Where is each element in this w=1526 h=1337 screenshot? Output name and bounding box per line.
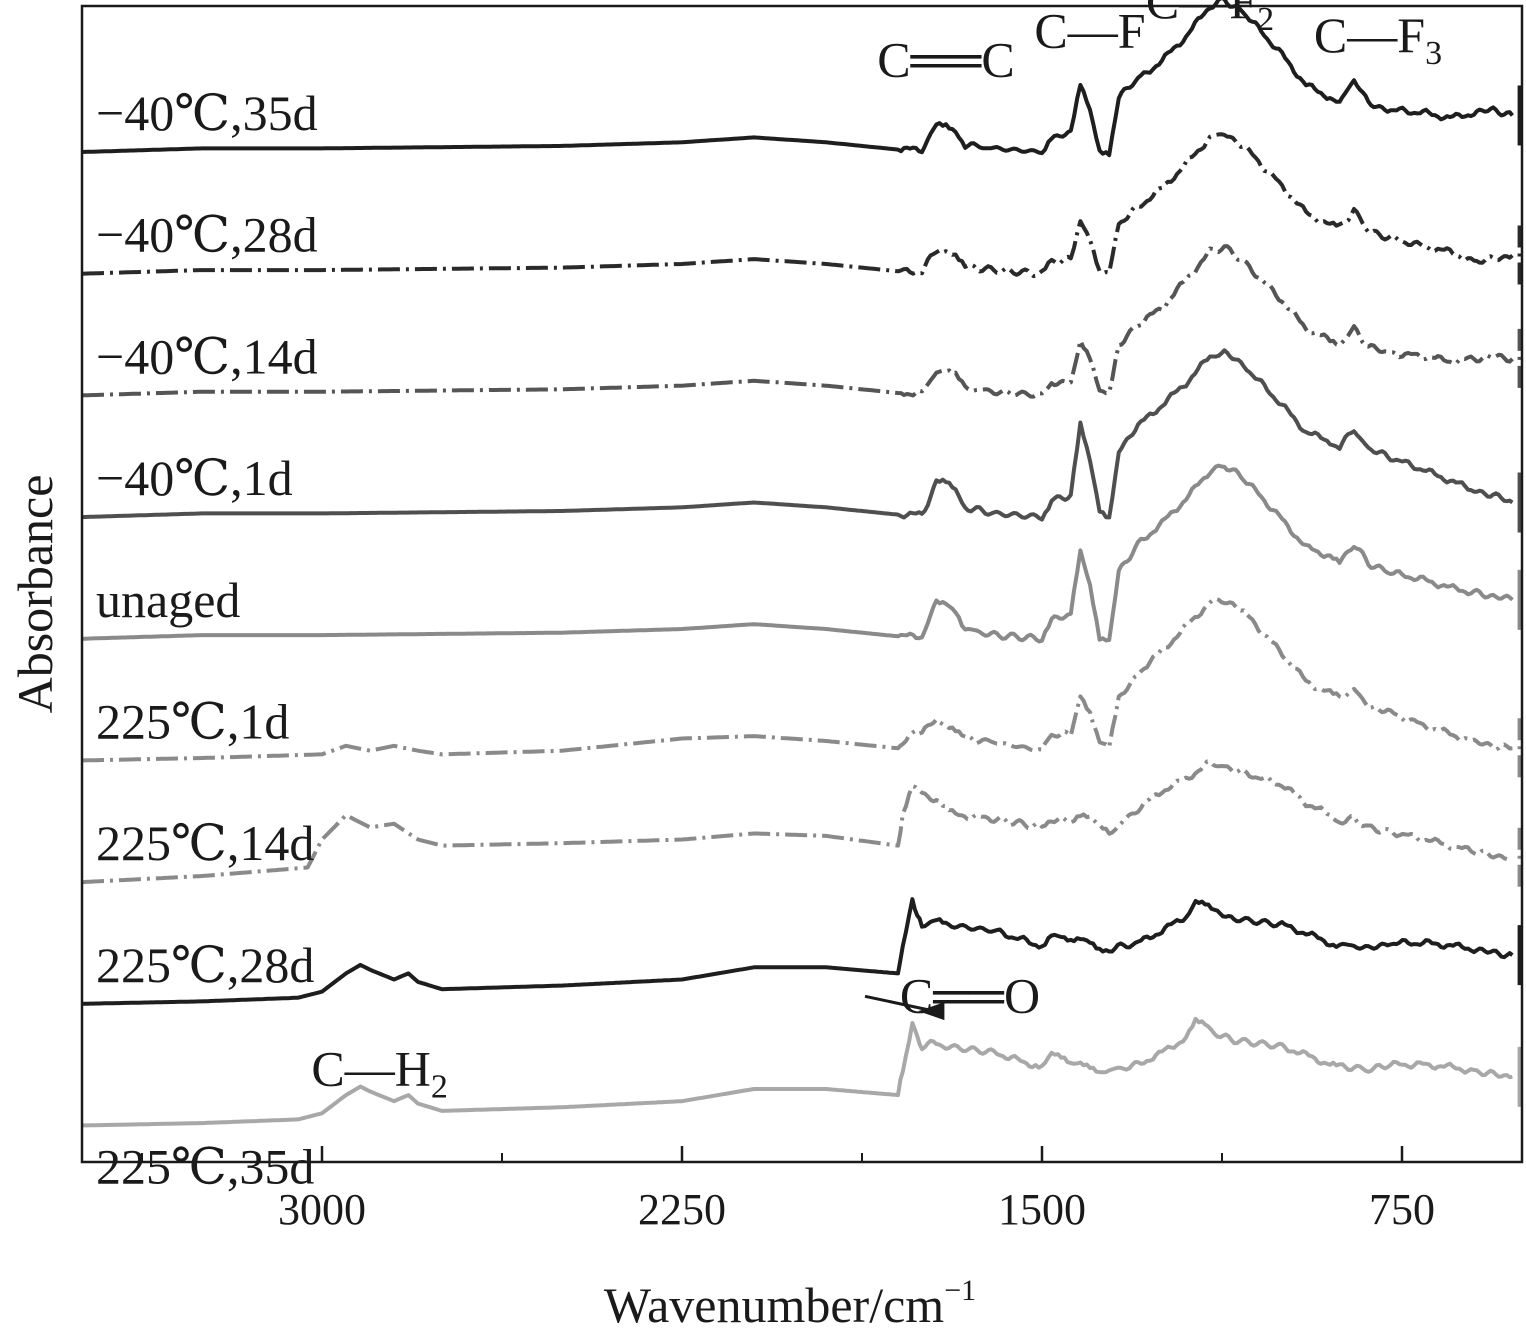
series-line (81, 0, 1514, 158)
series-line (82, 897, 1514, 1006)
series-line (81, 244, 1514, 399)
series-label: −40℃,28d (96, 207, 318, 263)
series-line (81, 463, 1514, 644)
series-line (81, 1016, 1513, 1128)
annotation-c-f2: C—F2 (1146, 0, 1274, 38)
series-label: −40℃,35d (96, 85, 318, 141)
series-line (81, 759, 1513, 885)
series-label: 225℃,28d (96, 937, 314, 993)
series-line (81, 132, 1514, 279)
series-label: 225℃,35d (96, 1138, 314, 1194)
series-label: −40℃,1d (96, 450, 293, 506)
annotation-c-f: C—F (1034, 2, 1145, 58)
series-line (82, 596, 1513, 763)
series-labels: −40℃,35d −40℃,28d −40℃,14d −40℃,1d unaged 225… (96, 85, 318, 1194)
series-label: 225℃,1d (96, 693, 289, 749)
annotation-arrow-head (918, 1002, 945, 1021)
series-label: unaged (96, 572, 240, 628)
annotation-c-eq-c: C══C (877, 32, 1015, 88)
series-label: 225℃,14d (96, 815, 314, 871)
annotations: C══C C—FC—F2 C—F3 C—H2 C══O (311, 0, 1442, 1105)
x-tick-label: 2250 (638, 1185, 726, 1234)
annotation-c-f3: C—F3 (1314, 7, 1442, 72)
plot-frame (80, 4, 1524, 1164)
series-label: −40℃,14d (96, 328, 318, 384)
x-axis-title: Wavenumber/cm−1 (604, 1274, 976, 1333)
axes: 3000 2250 1500 750 (80, 4, 1524, 1234)
x-tick-label: 1500 (998, 1185, 1086, 1234)
annotation-c-eq-o: C══O (900, 967, 1040, 1023)
x-tick-label: 750 (1369, 1185, 1435, 1234)
annotation-arrow-shaft (864, 994, 935, 1013)
annotation-c-h2: C—H2 (311, 1040, 447, 1105)
series-layer (81, 0, 1522, 1128)
series-line (81, 348, 1514, 522)
x-tick-label: 3000 (278, 1185, 366, 1234)
y-axis-title: Absorbance (7, 475, 63, 714)
